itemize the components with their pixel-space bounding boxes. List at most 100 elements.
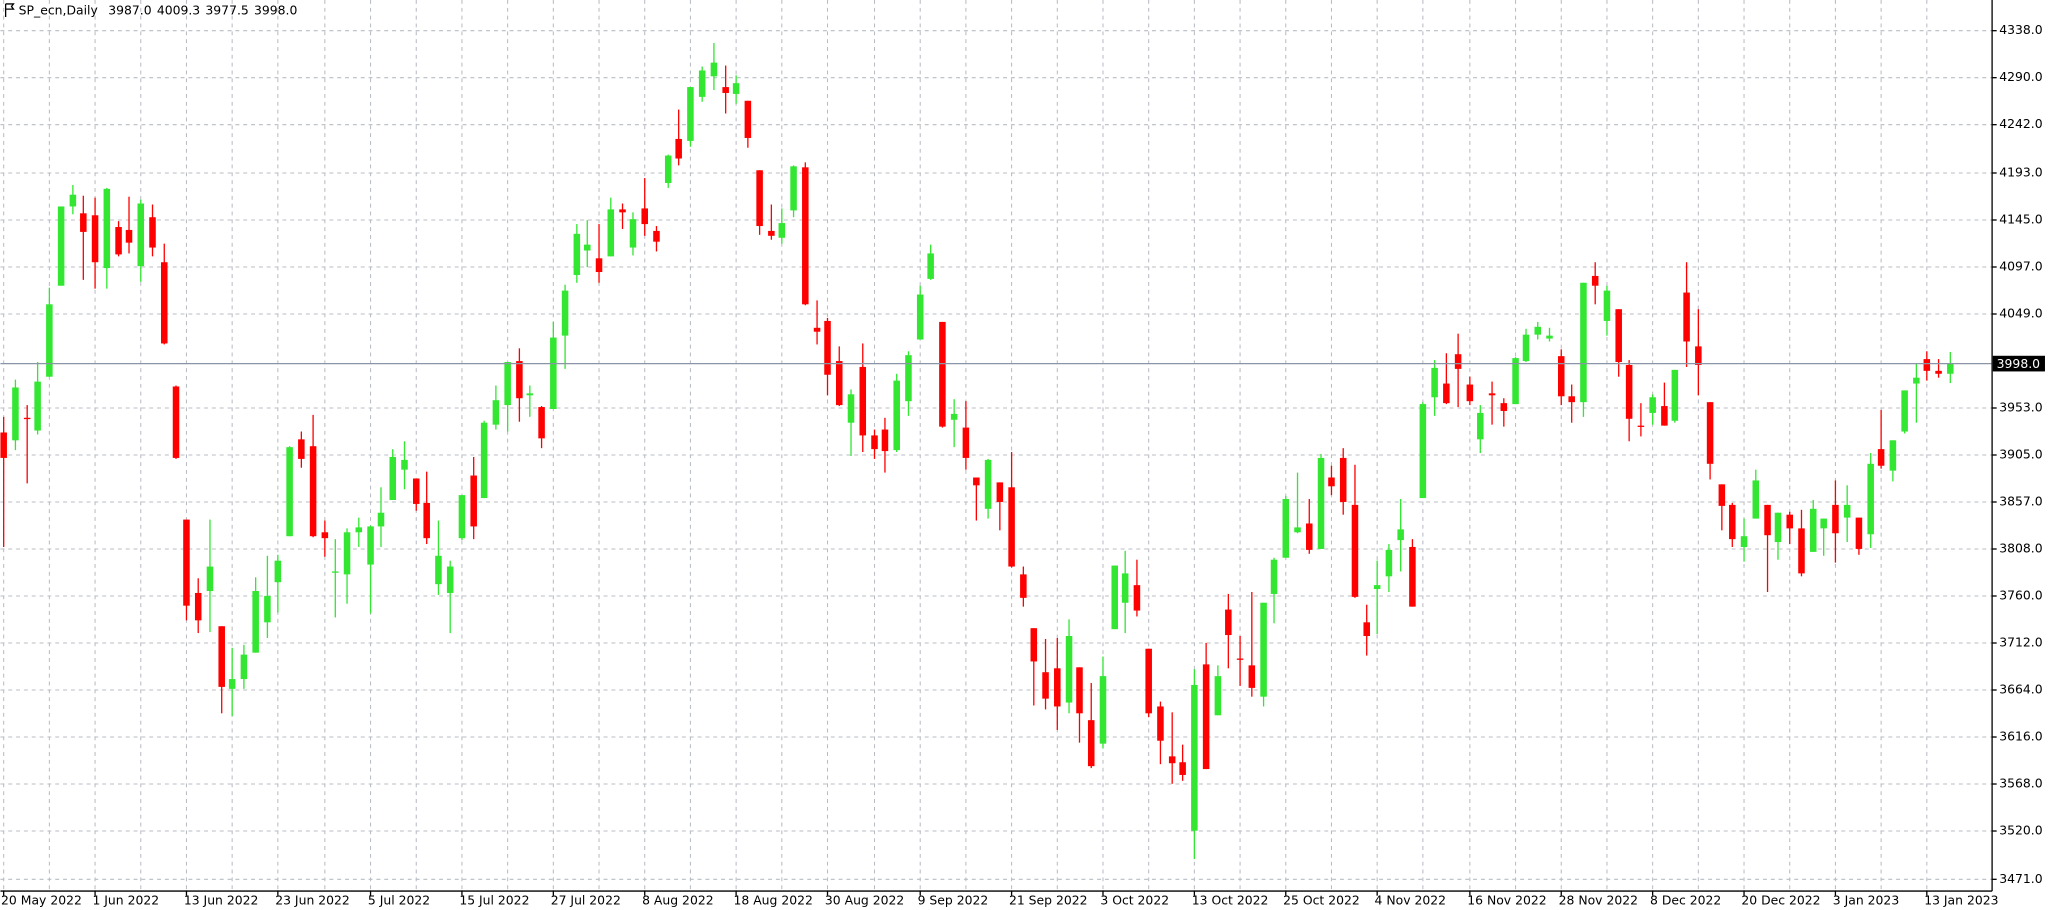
candle-body bbox=[916, 294, 924, 340]
candle-body bbox=[1385, 549, 1393, 577]
candle-body bbox=[1466, 384, 1474, 402]
candle-body bbox=[1168, 756, 1176, 764]
y-tick-label: 3616.0 bbox=[1999, 729, 2042, 744]
candle-body bbox=[1351, 504, 1359, 597]
candle-body bbox=[516, 361, 523, 399]
candle-body bbox=[802, 167, 809, 305]
candle-body bbox=[1625, 364, 1633, 419]
candle-body bbox=[1317, 457, 1325, 549]
candles bbox=[0, 43, 1954, 860]
grid bbox=[0, 0, 1992, 891]
candle-body bbox=[435, 555, 442, 585]
candle-body bbox=[137, 203, 145, 267]
candle-body bbox=[1282, 499, 1290, 558]
candle-body bbox=[847, 394, 855, 423]
candle-body bbox=[355, 527, 363, 533]
candle-body bbox=[1820, 518, 1827, 529]
candle-body bbox=[412, 478, 420, 504]
candle-body bbox=[1054, 668, 1061, 707]
candle-body bbox=[984, 459, 992, 509]
x-tick-label: 25 Oct 2022 bbox=[1283, 892, 1360, 907]
candle-body bbox=[1740, 536, 1748, 547]
candle-body bbox=[183, 519, 190, 606]
candle-body bbox=[446, 566, 454, 593]
candle-body bbox=[1591, 275, 1599, 286]
candle-body bbox=[1419, 404, 1427, 499]
candle-body bbox=[1809, 508, 1817, 552]
candle-body bbox=[389, 456, 397, 501]
candle-body bbox=[1270, 559, 1278, 594]
candle-body bbox=[1603, 290, 1611, 321]
candle-body bbox=[1671, 369, 1679, 421]
candle-body bbox=[149, 217, 156, 248]
candle-body bbox=[46, 304, 53, 377]
candle-body bbox=[228, 679, 236, 689]
y-tick-label: 3857.0 bbox=[1999, 494, 2042, 509]
candle-body bbox=[1774, 512, 1782, 543]
candle-body bbox=[1030, 628, 1038, 662]
candle-body bbox=[1935, 370, 1942, 374]
candle-body bbox=[835, 361, 843, 406]
candle-body bbox=[458, 495, 466, 539]
candle-body bbox=[115, 227, 122, 255]
candle-body bbox=[778, 223, 786, 238]
candle-body bbox=[1191, 684, 1198, 831]
y-tick-label: 4145.0 bbox=[1999, 211, 2042, 226]
candle-body bbox=[1431, 367, 1438, 398]
candle-body bbox=[950, 413, 958, 420]
candle-body bbox=[1409, 546, 1416, 607]
candle-body bbox=[744, 100, 752, 138]
x-tick-label: 9 Sep 2022 bbox=[918, 892, 989, 907]
x-tick-label: 13 Oct 2022 bbox=[1192, 892, 1269, 907]
candle-body bbox=[905, 355, 912, 402]
candle-body bbox=[206, 566, 214, 592]
candle-body bbox=[161, 262, 168, 344]
candle-body bbox=[607, 209, 615, 257]
candle-body bbox=[927, 253, 934, 279]
candle-body bbox=[1877, 449, 1885, 466]
candle-body bbox=[1580, 282, 1587, 403]
candle-body bbox=[1661, 406, 1668, 426]
candle-body bbox=[1328, 477, 1335, 487]
candle-body bbox=[1832, 504, 1839, 534]
y-tick-label: 4193.0 bbox=[1999, 164, 2042, 179]
candle-body bbox=[1339, 457, 1347, 502]
x-tick-label: 28 Nov 2022 bbox=[1559, 892, 1638, 907]
candle-body bbox=[1202, 664, 1210, 770]
candle-body bbox=[1568, 396, 1575, 403]
candle-body bbox=[252, 591, 259, 653]
x-tick-label: 18 Aug 2022 bbox=[734, 892, 813, 907]
candle-body bbox=[1947, 363, 1954, 374]
candle-body bbox=[504, 362, 511, 406]
candle-body bbox=[939, 321, 946, 427]
x-tick-label: 20 Dec 2022 bbox=[1741, 892, 1820, 907]
candle-body bbox=[80, 213, 87, 232]
candle-body bbox=[34, 381, 41, 431]
candle-body bbox=[1157, 706, 1164, 741]
candle-body bbox=[629, 219, 637, 248]
candle-body bbox=[824, 320, 831, 375]
candle-body bbox=[57, 206, 65, 286]
candle-body bbox=[309, 446, 317, 537]
candle-body bbox=[1087, 720, 1095, 767]
candle-body bbox=[0, 432, 7, 458]
candle-body bbox=[1363, 622, 1370, 637]
candle-body bbox=[1121, 573, 1129, 603]
candle-body bbox=[550, 337, 557, 410]
candle-body bbox=[1500, 403, 1508, 411]
candle-body bbox=[218, 626, 225, 687]
candle-body bbox=[1477, 412, 1484, 440]
candle-body bbox=[526, 393, 534, 396]
header: SP_ecn,Daily 3987.0 4009.3 3977.5 3998.0 bbox=[4, 2, 297, 17]
candle-body bbox=[1546, 335, 1553, 339]
candle-body bbox=[1260, 602, 1267, 697]
candle-body bbox=[401, 459, 408, 470]
x-tick-label: 8 Dec 2022 bbox=[1650, 892, 1721, 907]
y-tick-label: 3808.0 bbox=[1999, 541, 2042, 556]
candle-body bbox=[1225, 609, 1232, 636]
candle-body bbox=[1397, 529, 1404, 541]
header-title: SP_ecn,Daily bbox=[19, 2, 98, 17]
current-price-box bbox=[1992, 355, 2045, 372]
